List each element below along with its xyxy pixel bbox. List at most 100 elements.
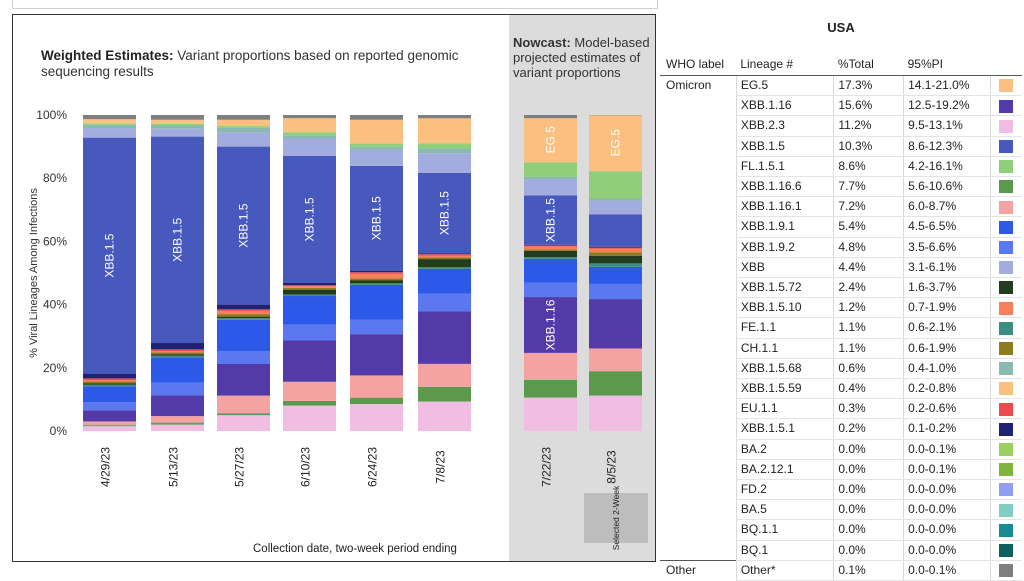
color-swatch (999, 221, 1013, 234)
lineage-total: 0.0% (834, 500, 904, 520)
lineage-name: BA.2 (736, 439, 833, 459)
bar-segment-xbb (283, 139, 336, 156)
lineage-total: 0.4% (834, 379, 904, 399)
color-swatch (999, 443, 1013, 456)
bar-segment-xbb-2-3 (350, 404, 403, 431)
lineage-pi: 8.6-12.3% (904, 136, 991, 156)
bar-segment-xbb-1-16 (418, 311, 471, 363)
color-cell (991, 116, 1022, 136)
who-label (660, 96, 736, 116)
bar-segment-xbb-1-16 (83, 410, 136, 421)
bar-segment-other (283, 115, 336, 118)
bar-segment-ba-2 (151, 422, 204, 423)
color-swatch (999, 140, 1013, 153)
lineage-total: 1.2% (834, 298, 904, 318)
lineage-pi: 12.5-19.2% (904, 96, 991, 116)
bar-segment-xbb-2-3 (524, 398, 577, 431)
bar-segment-xbb-1-16-6 (283, 401, 336, 406)
bar-segment-xbb (589, 200, 642, 214)
header-lineage: Lineage # (736, 54, 833, 76)
bar-segment-xbb-1-5-1 (151, 343, 204, 349)
lineage-total: 0.3% (834, 399, 904, 419)
bar-segment-fe-1-1 (418, 267, 471, 269)
bar-segment-xbb-1-9-1 (151, 357, 204, 382)
color-swatch (999, 281, 1013, 294)
bar-segment-xbb-1-16-6 (418, 387, 471, 402)
color-cell (991, 379, 1022, 399)
bar-segment-xbb-1-16-1 (589, 348, 642, 371)
bar-segment-xbb-1-9-1 (589, 267, 642, 284)
who-label (660, 358, 736, 378)
lineage-pi: 0.0-0.0% (904, 520, 991, 540)
lineage-pi: 0.4-1.0% (904, 358, 991, 378)
bar-segment-eg-5 (350, 120, 403, 141)
bar-segment-xbb-1-16-1 (524, 353, 577, 380)
bar-segment-ch-1-1 (217, 314, 270, 317)
y-axis-title: % Viral Lineages Among Infections (28, 188, 40, 358)
lineage-name: FL.1.5.1 (736, 156, 833, 176)
color-cell (991, 156, 1022, 176)
color-cell (991, 358, 1022, 378)
lineage-total: 0.0% (834, 439, 904, 459)
color-swatch (999, 504, 1013, 517)
color-swatch (999, 79, 1013, 92)
color-swatch (999, 100, 1013, 113)
bar-segment-xbb-1-5-68 (217, 128, 270, 133)
bar-segment-xbb-1-5-59 (217, 124, 270, 126)
lineage-total: 8.6% (834, 156, 904, 176)
bar-label-xbb-1-5: XBB.1.5 (438, 191, 452, 235)
who-label: Omicron (660, 76, 736, 96)
x-tick-label: 5/27/23 (233, 447, 247, 487)
color-cell (991, 237, 1022, 257)
lineage-pi: 0.0-0.1% (904, 459, 991, 479)
bar-segment-xbb-2-3 (217, 415, 270, 431)
bar-segment-xbb-1-5-68 (83, 125, 136, 128)
who-label (660, 338, 736, 358)
lineage-total: 2.4% (834, 278, 904, 298)
bar-segment-other (83, 115, 136, 119)
lineage-pi: 4.5-6.5% (904, 217, 991, 237)
bar-segment-xbb-1-5-68 (283, 135, 336, 138)
bar-segment-xbb-1-5 (589, 214, 642, 247)
bar-segment-other (350, 115, 403, 120)
bar-segment-ba-2 (83, 425, 136, 426)
bar-segment-xbb-1-5-59 (83, 122, 136, 124)
color-swatch (999, 564, 1013, 577)
lineage-pi: 0.7-1.9% (904, 298, 991, 318)
bar-segment-xbb-1-9-1 (524, 259, 577, 283)
lineage-pi: 6.0-8.7% (904, 197, 991, 217)
x-tick-label: 6/24/23 (366, 447, 380, 487)
bar-segment-eu-1-1 (350, 272, 403, 274)
bar-label-xbb-1-5: XBB.1.5 (303, 197, 317, 241)
color-cell (991, 500, 1022, 520)
bar-segment-fl-1-5-1 (350, 144, 403, 147)
bar-segment-xbb-1-9-2 (217, 351, 270, 364)
bar-segment-other (524, 115, 577, 118)
bar-segment-xbb-1-5-10 (151, 351, 204, 353)
lineage-total: 0.1% (834, 560, 904, 580)
top-strip (12, 0, 658, 9)
color-swatch (999, 120, 1013, 133)
color-cell (991, 419, 1022, 439)
lineage-name: XBB.1.5.1 (736, 419, 833, 439)
lineage-total: 10.3% (834, 136, 904, 156)
lineage-total: 0.0% (834, 480, 904, 500)
bar-segment-xbb (524, 179, 577, 195)
bar-segment-xbb-1-5-72 (217, 317, 270, 319)
bar-segment-xbb-1-5-10 (283, 286, 336, 288)
x-tick-label: 4/29/23 (99, 447, 113, 487)
bar-segment-xbb-1-5-59 (418, 142, 471, 144)
legend-table: WHO label Lineage # %Total 95%PI Omicron… (660, 54, 1022, 581)
bar-segment-eg-5 (151, 120, 204, 123)
lineage-total: 7.2% (834, 197, 904, 217)
x-tick-label: 7/8/23 (434, 450, 448, 484)
lineage-total: 0.6% (834, 358, 904, 378)
bar-segment-ch-1-1 (151, 353, 204, 355)
lineage-total: 1.1% (834, 318, 904, 338)
lineage-total: 7.7% (834, 177, 904, 197)
color-cell (991, 177, 1022, 197)
bar-segment-xbb-1-9-2 (524, 283, 577, 297)
bar-segment-xbb-1-5-68 (524, 177, 577, 180)
